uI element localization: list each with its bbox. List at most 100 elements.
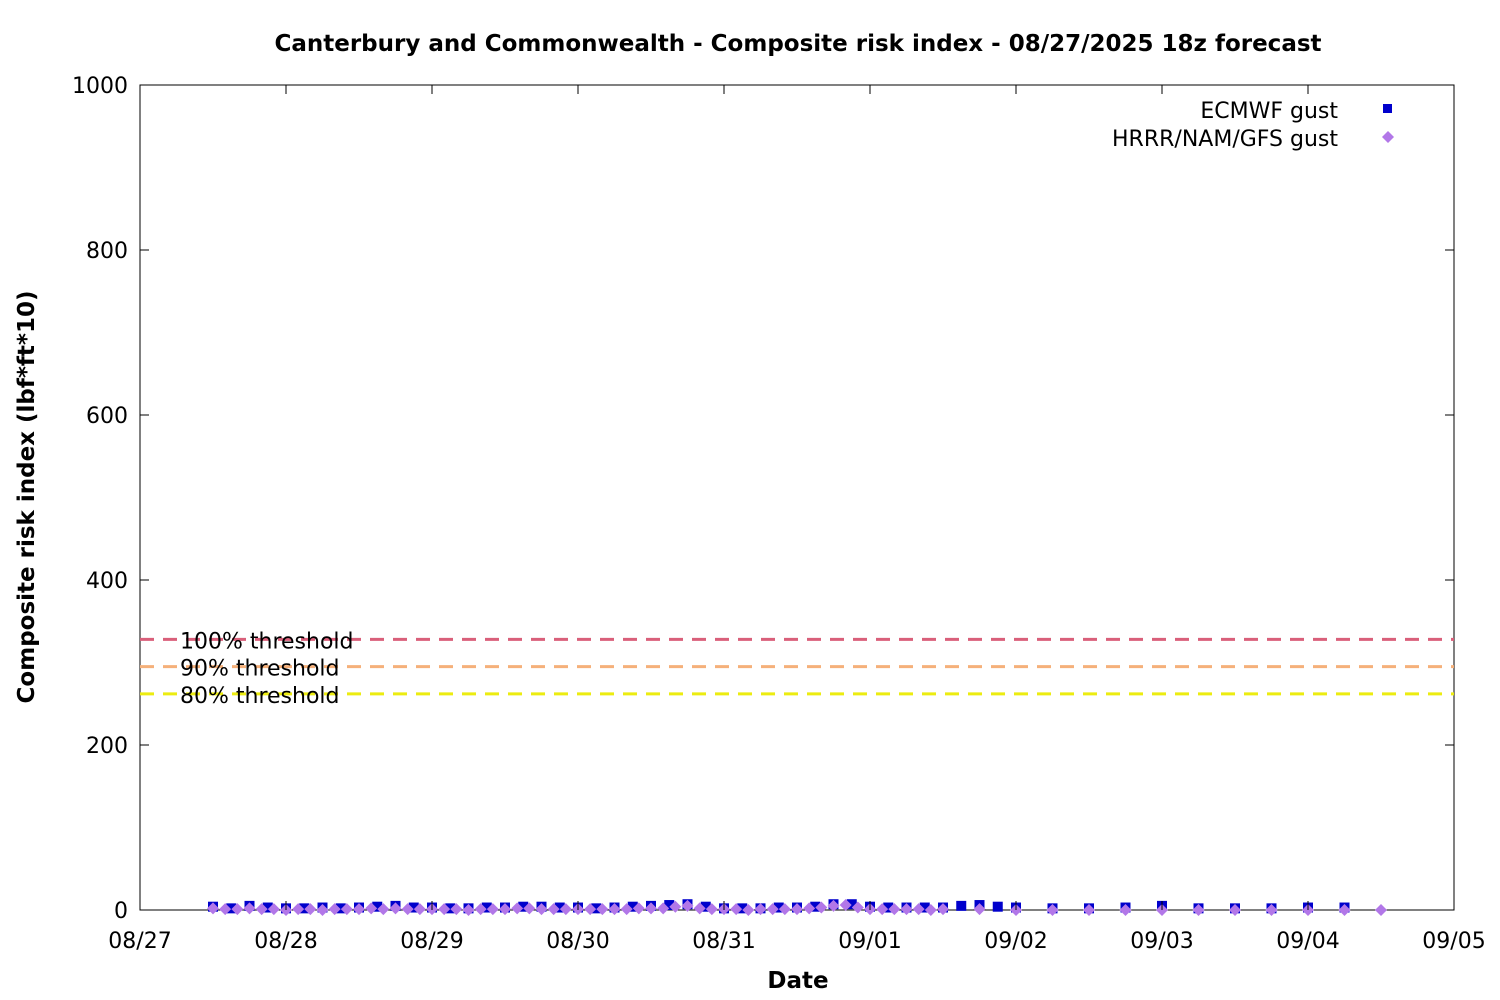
data-point <box>596 903 609 916</box>
data-point <box>937 903 949 916</box>
data-point <box>754 903 767 916</box>
x-tick-label: 09/04 <box>1276 929 1339 954</box>
data-point <box>438 903 451 916</box>
data-point <box>267 903 280 916</box>
data-point <box>554 902 565 913</box>
data-point <box>219 903 232 916</box>
data-point <box>408 902 419 913</box>
y-tick-label: 200 <box>86 734 128 759</box>
data-point <box>742 904 755 916</box>
data-point <box>627 901 638 912</box>
legend: ECMWF gust HRRR/NAM/GFS gust <box>1112 99 1394 152</box>
data-point <box>664 900 675 911</box>
data-point <box>645 902 657 915</box>
data-point <box>340 903 353 916</box>
data-point <box>810 901 821 912</box>
data-point <box>705 903 718 916</box>
data-point <box>876 903 889 916</box>
data-point <box>499 903 511 916</box>
data-point <box>328 903 341 916</box>
y-tick-label: 400 <box>86 569 128 594</box>
x-tick-label: 08/29 <box>400 929 463 954</box>
threshold-label: 80% threshold <box>180 684 340 709</box>
data-point <box>335 903 346 914</box>
data-point <box>1229 904 1241 916</box>
data-point <box>827 899 840 912</box>
series-0 <box>208 899 1350 914</box>
data-point <box>700 901 711 912</box>
data-point <box>1338 904 1351 916</box>
data-point <box>778 903 791 916</box>
data-point <box>766 903 779 916</box>
data-point <box>693 902 706 915</box>
data-point <box>1265 904 1278 916</box>
data-point <box>450 903 463 916</box>
x-tick-label: 09/03 <box>1130 929 1193 954</box>
y-tick-label: 1000 <box>72 74 128 99</box>
data-point <box>924 904 937 916</box>
data-point <box>299 903 310 914</box>
data-point <box>919 902 930 913</box>
data-point <box>486 903 499 916</box>
data-point <box>737 903 748 914</box>
legend-label-hrrr: HRRR/NAM/GFS gust <box>1112 127 1338 152</box>
data-point <box>462 904 475 916</box>
data-point <box>1119 904 1132 916</box>
data-point <box>262 902 273 913</box>
data-point <box>445 903 456 914</box>
data-point <box>377 903 390 916</box>
x-tick-label: 09/01 <box>838 929 901 954</box>
data-point <box>1375 904 1387 916</box>
data-point <box>518 901 529 912</box>
data-point <box>243 902 256 915</box>
x-tick-label: 09/02 <box>984 929 1047 954</box>
data-point <box>815 901 828 914</box>
data-point <box>681 899 694 912</box>
data-point <box>791 903 803 916</box>
data-point <box>511 902 524 915</box>
data-point <box>226 903 237 914</box>
data-point <box>474 903 487 916</box>
plot-border <box>139 84 1455 911</box>
legend-marker-ecmwf <box>1383 104 1392 113</box>
legend-marker-hrrr <box>1382 131 1394 143</box>
data-point <box>839 899 852 912</box>
data-point <box>372 901 383 912</box>
y-tick-label: 0 <box>114 899 128 924</box>
data-point <box>207 902 219 915</box>
data-point <box>632 902 645 915</box>
data-point <box>773 902 784 913</box>
data-point <box>803 902 816 915</box>
x-tick-label: 08/28 <box>254 929 317 954</box>
series-1 <box>207 899 1387 916</box>
data-point <box>389 902 402 915</box>
y-tick-label: 600 <box>86 404 128 429</box>
data-point <box>888 903 901 916</box>
y-tick-label: 800 <box>86 239 128 264</box>
data-point <box>956 900 967 911</box>
data-point <box>992 901 1003 912</box>
threshold-label: 100% threshold <box>180 629 354 654</box>
data-point <box>851 901 864 914</box>
data-point <box>912 903 925 916</box>
data-point <box>365 902 378 915</box>
data-point <box>316 904 329 916</box>
data-point <box>1046 904 1059 916</box>
data-point <box>846 899 857 910</box>
data-point <box>608 903 621 916</box>
data-point <box>584 903 597 916</box>
data-point <box>547 903 560 916</box>
data-point <box>353 903 365 916</box>
legend-label-ecmwf: ECMWF gust <box>1200 99 1338 124</box>
data-point <box>620 903 633 916</box>
data-point <box>973 903 986 916</box>
chart-title: Canterbury and Commonwealth - Composite … <box>274 31 1321 57</box>
data-point <box>883 902 894 913</box>
data-point <box>669 900 682 913</box>
x-axis-title: Date <box>767 968 828 994</box>
data-point <box>292 903 305 916</box>
data-point <box>401 903 414 916</box>
data-point <box>1192 904 1205 916</box>
data-point <box>730 903 743 916</box>
